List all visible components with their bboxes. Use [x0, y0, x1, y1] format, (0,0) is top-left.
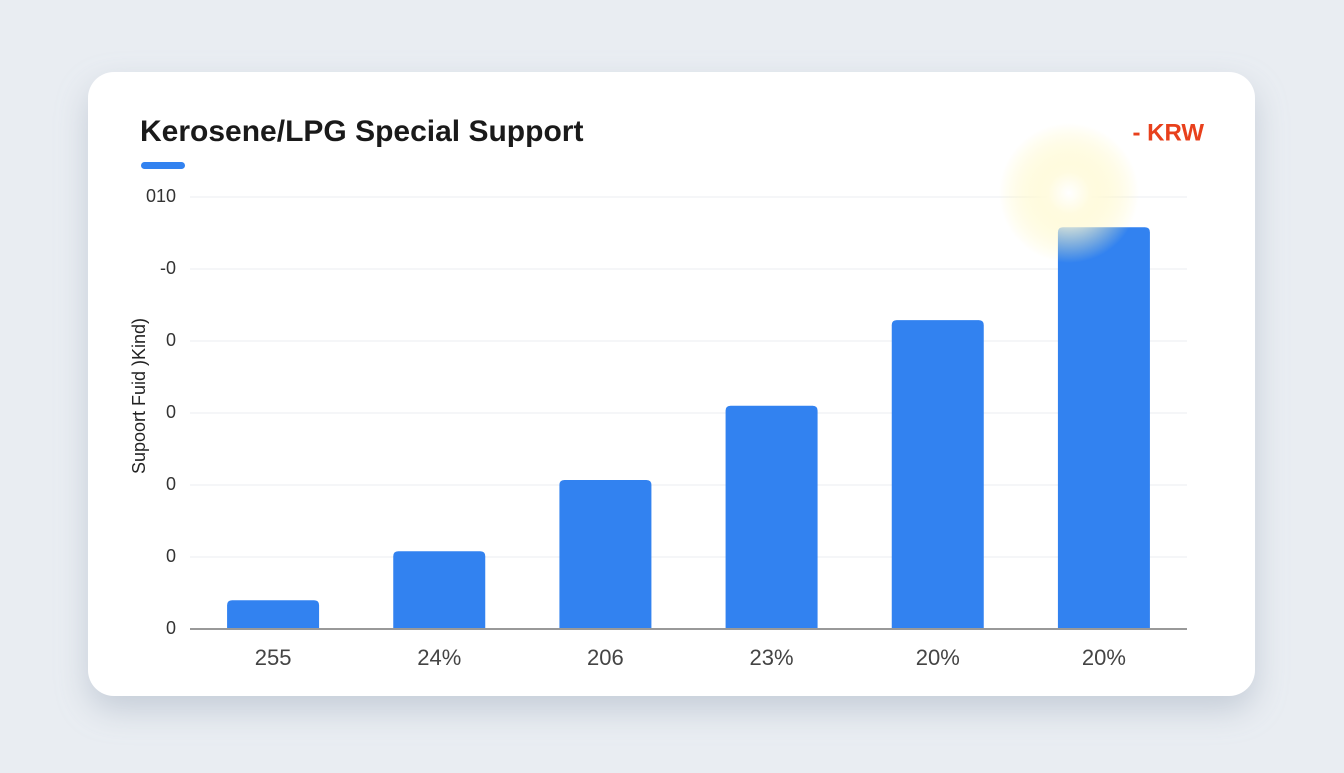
unit-label: - KRW — [1132, 119, 1204, 146]
bar — [1057, 227, 1150, 630]
y-tick-label: 0 — [166, 546, 176, 566]
y-tick-label: 0 — [166, 474, 176, 494]
x-tick-label: 206 — [587, 645, 624, 670]
y-tick-label: 010 — [146, 186, 176, 206]
glow — [999, 123, 1139, 263]
bar — [559, 479, 652, 629]
bar — [725, 405, 818, 629]
x-tick-label: 20% — [1082, 645, 1126, 670]
y-tick-label: 0 — [166, 618, 176, 638]
bar — [227, 600, 320, 629]
x-tick-label: 24% — [417, 645, 461, 670]
x-tick-label: 255 — [255, 645, 292, 670]
title-accent — [141, 162, 185, 169]
x-tick-label: 23% — [750, 645, 794, 670]
bar — [393, 551, 486, 629]
bar — [891, 320, 984, 629]
y-axis-label: Supoort Fuid )Kind) — [129, 318, 149, 474]
x-tick-label: 20% — [916, 645, 960, 670]
y-tick-label: 0 — [166, 402, 176, 422]
y-tick-label: 0 — [166, 330, 176, 350]
y-tick-label: -0 — [160, 258, 176, 278]
chart-title: Kerosene/LPG Special Support — [140, 115, 583, 148]
